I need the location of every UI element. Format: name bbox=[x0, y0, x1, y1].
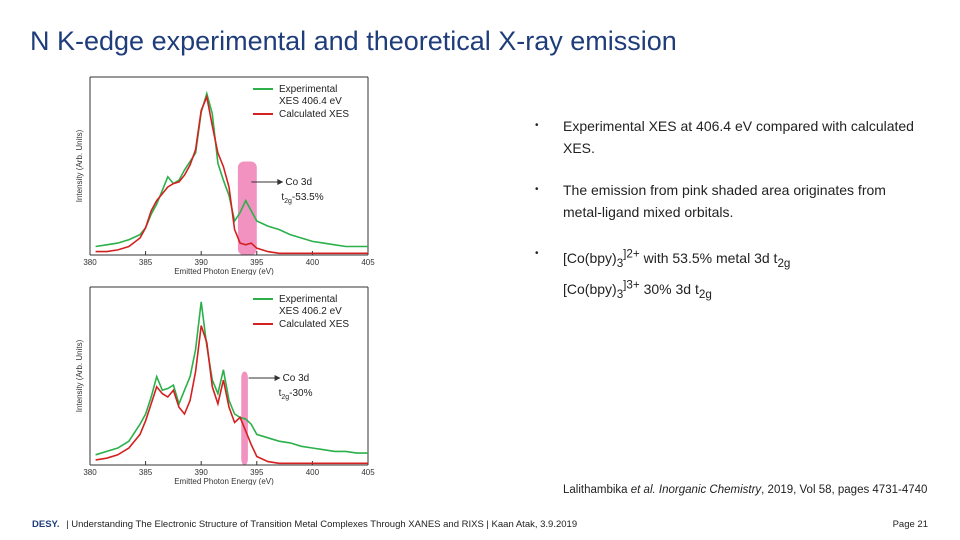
legend-label: Experimental bbox=[279, 294, 337, 305]
y-axis-label: Intensity (Arb. Units) bbox=[75, 339, 84, 412]
x-tick-label: 400 bbox=[306, 258, 320, 267]
calculated-line bbox=[95, 325, 368, 465]
x-tick-label: 405 bbox=[361, 468, 375, 477]
x-axis-label: Emitted Photon Energy (eV) bbox=[174, 267, 274, 275]
bullet-text-3: [Co(bpy)3]2+ with 53.5% metal 3d t2g [Co… bbox=[563, 247, 791, 301]
shaded-region bbox=[237, 161, 257, 255]
legend-label: XES 406.2 eV bbox=[279, 306, 342, 317]
x-tick-label: 380 bbox=[83, 468, 97, 477]
annotation-label: Co 3d bbox=[283, 373, 310, 384]
formula-co3: [Co(bpy)3]3+ 30% 3d t2g bbox=[563, 278, 712, 301]
legend-label: XES 406.4 eV bbox=[279, 96, 342, 107]
experimental-line bbox=[95, 301, 368, 456]
legend-label: Experimental bbox=[279, 84, 337, 95]
y-axis-label: Intensity (Arb. Units) bbox=[75, 129, 84, 202]
x-tick-label: 385 bbox=[139, 468, 153, 477]
annotation-label: Co 3d bbox=[285, 177, 312, 188]
arrow-head bbox=[274, 375, 281, 381]
xes-chart-406-4: 380 385 390 395 400 405 Emitted Photon Energy … bbox=[75, 76, 375, 275]
x-tick-label: 395 bbox=[250, 258, 264, 267]
bullet-marker: • bbox=[535, 184, 539, 195]
bullet-list: • Experimental XES at 406.4 eV compared … bbox=[535, 115, 925, 326]
bullet-text-2: The emission from pink shaded area origi… bbox=[563, 182, 886, 220]
footer: DESY. | Understanding The Electronic Str… bbox=[32, 519, 577, 530]
x-axis-label: Emitted Photon Energy (eV) bbox=[174, 477, 274, 485]
footer-text: | Understanding The Electronic Structure… bbox=[66, 519, 578, 530]
page-number: Page 21 bbox=[892, 519, 928, 530]
page-title: N K-edge experimental and theoretical X-… bbox=[30, 26, 677, 56]
bullet-marker: • bbox=[535, 120, 539, 131]
bullet-item: • Experimental XES at 406.4 eV compared … bbox=[535, 115, 925, 159]
legend-label: Calculated XES bbox=[279, 319, 349, 330]
bullet-item: • The emission from pink shaded area ori… bbox=[535, 179, 925, 223]
arrow-head bbox=[277, 179, 284, 185]
x-tick-label: 390 bbox=[195, 468, 209, 477]
x-tick-label: 385 bbox=[139, 258, 153, 267]
bullet-text-1: Experimental XES at 406.4 eV compared wi… bbox=[563, 118, 914, 156]
bullet-marker: • bbox=[535, 248, 539, 259]
calculated-line bbox=[95, 94, 368, 255]
desy-logo: DESY. bbox=[32, 519, 60, 530]
x-tick-label: 400 bbox=[306, 468, 320, 477]
citation: Lalithambika et al. Inorganic Chemistry,… bbox=[563, 484, 928, 496]
annotation-label: t2g-53.5% bbox=[281, 192, 323, 205]
x-tick-label: 380 bbox=[83, 258, 97, 267]
formula-co2: [Co(bpy)3]2+ with 53.5% metal 3d t2g bbox=[563, 247, 791, 270]
x-tick-label: 395 bbox=[250, 468, 264, 477]
x-tick-label: 390 bbox=[195, 258, 209, 267]
x-tick-label: 405 bbox=[361, 258, 375, 267]
bullet-item: • [Co(bpy)3]2+ with 53.5% metal 3d t2g [… bbox=[535, 243, 925, 306]
xes-chart-406-2: 380 385 390 395 400 405 Emitted Photon Energy … bbox=[75, 286, 375, 485]
legend-label: Calculated XES bbox=[279, 109, 349, 120]
annotation-label: t2g-30% bbox=[279, 388, 313, 401]
